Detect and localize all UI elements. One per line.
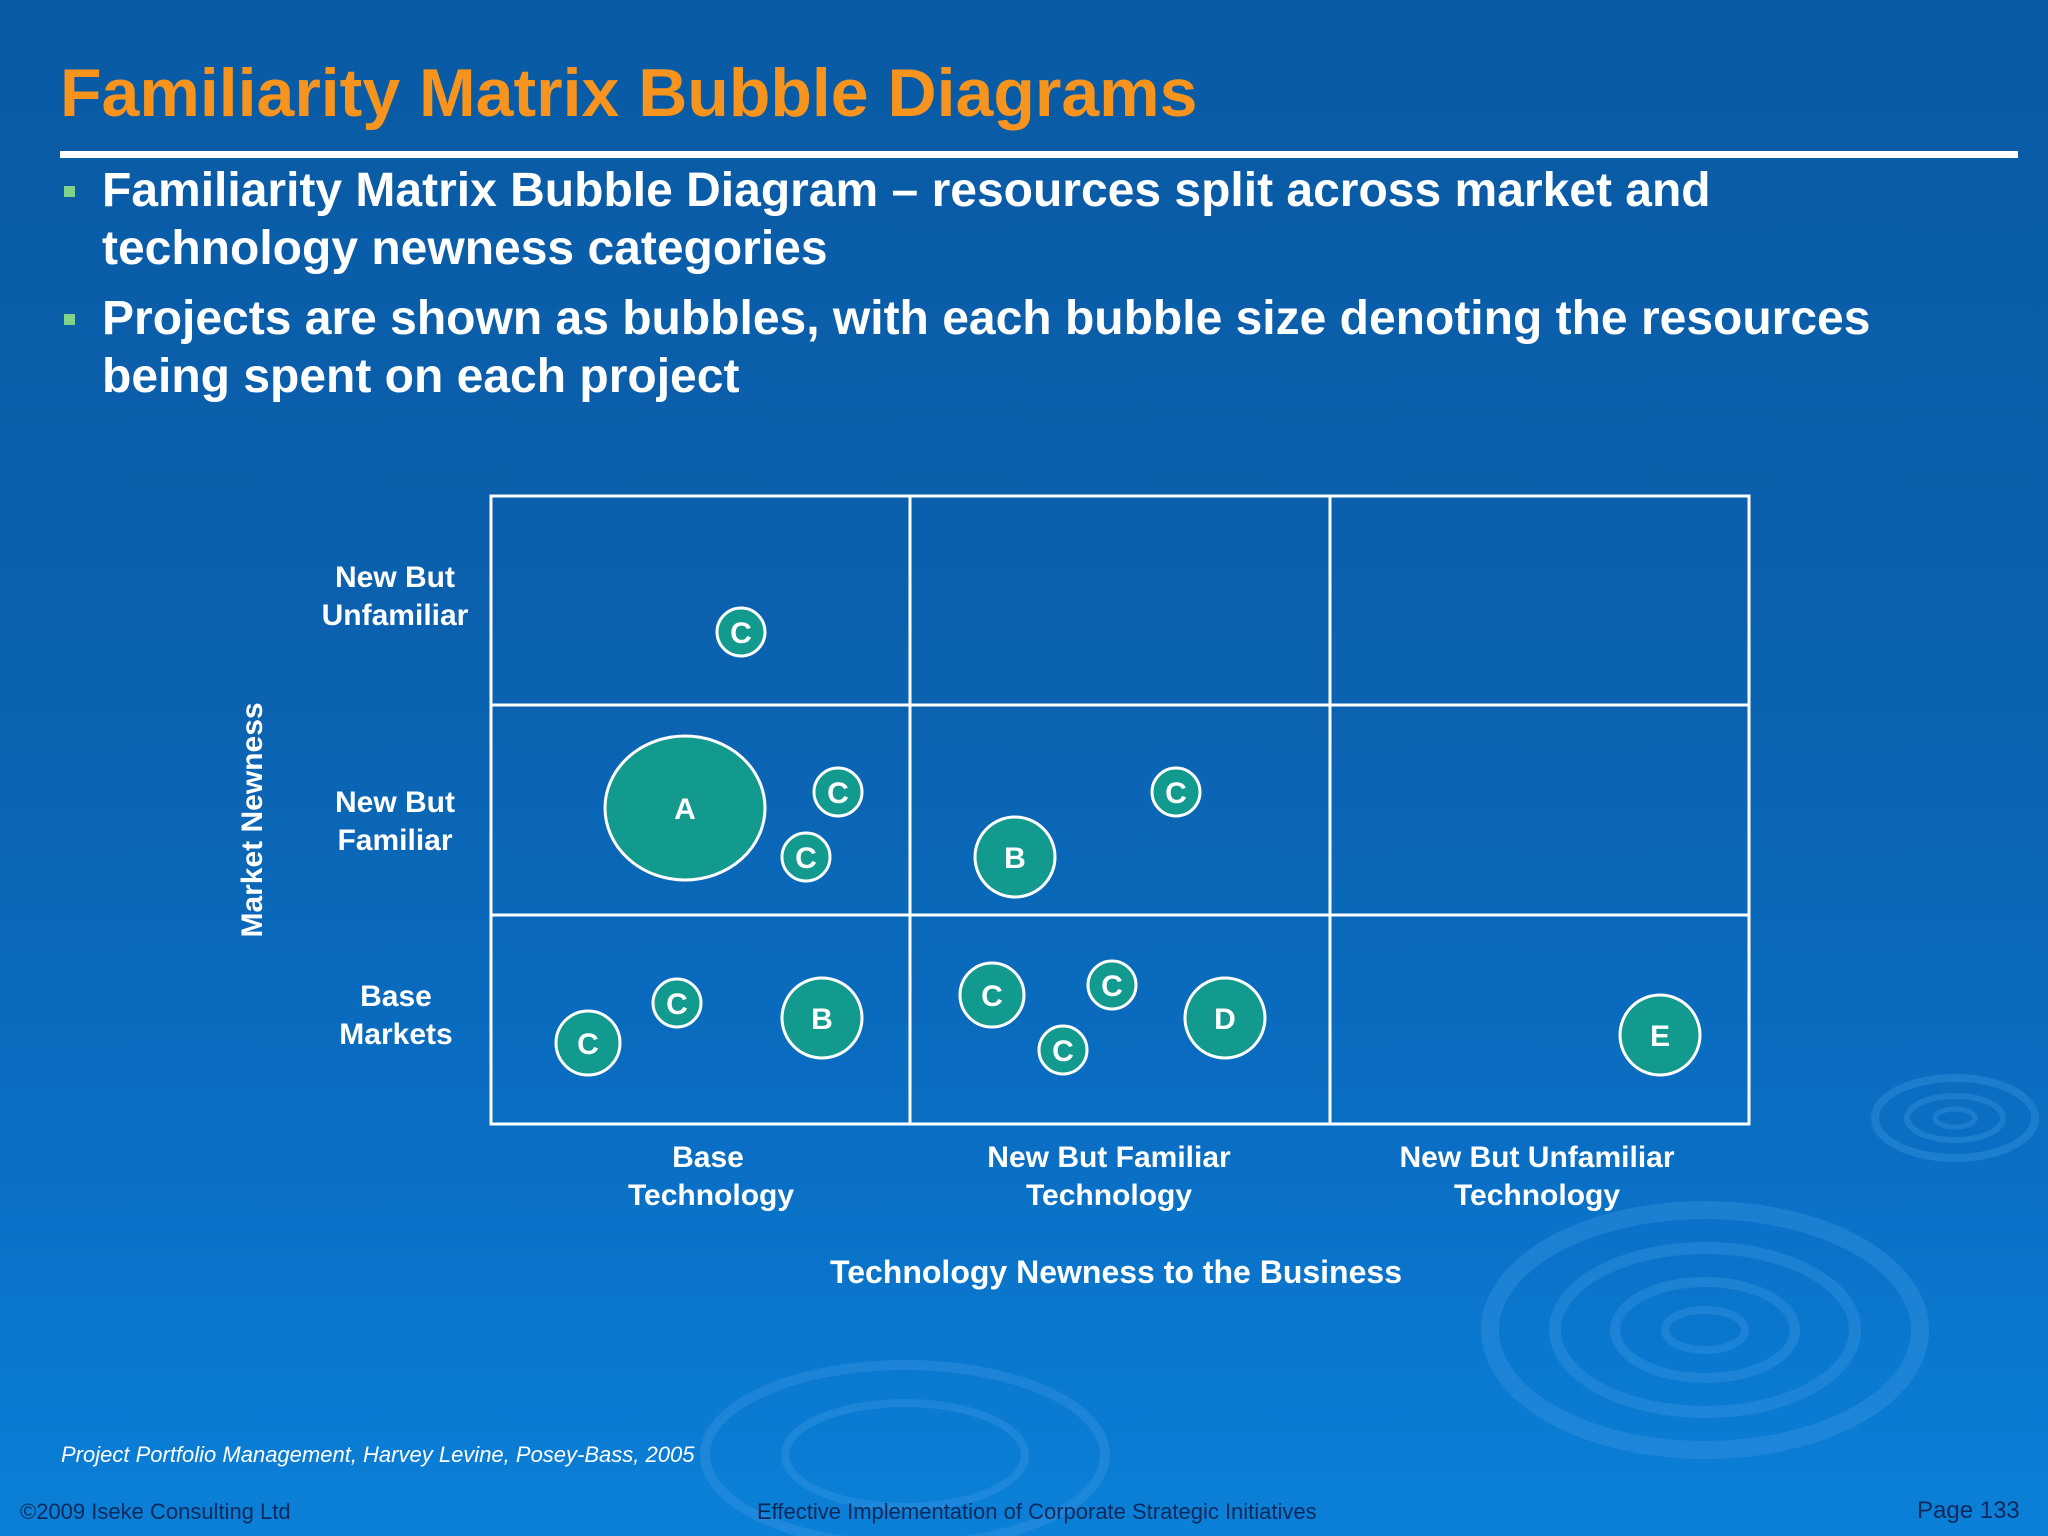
footer-copyright: ©2009 Iseke Consulting Ltd	[20, 1499, 291, 1524]
row-label-line: Markets	[339, 1018, 452, 1051]
project-bubble: C	[780, 831, 832, 883]
bubble-shape	[1618, 993, 1702, 1077]
bubble-label: B	[811, 1003, 833, 1036]
bubble-shape	[780, 831, 832, 883]
row-label-line: Unfamiliar	[322, 599, 469, 632]
bullet-text: Familiarity Matrix Bubble Diagram – reso…	[102, 164, 1711, 275]
source-citation: Project Portfolio Management, Harvey Lev…	[61, 1442, 695, 1467]
bubble-label: C	[827, 777, 849, 810]
x-axis-title: Technology Newness to the Business	[830, 1254, 1402, 1290]
bubble-label: C	[1101, 970, 1123, 1003]
footer-presentation-title: Effective Implementation of Corporate St…	[757, 1499, 1317, 1524]
footer-page-number: Page 133	[1917, 1497, 2020, 1524]
project-bubble: B	[780, 976, 864, 1060]
column-label-line: Technology	[628, 1179, 794, 1212]
bubble-shape	[554, 1009, 622, 1077]
bubble-label: C	[577, 1028, 599, 1061]
bubble-label: E	[1650, 1020, 1670, 1053]
project-bubble: C	[1086, 959, 1138, 1011]
column-label-line: Technology	[1026, 1179, 1192, 1212]
bubble-label: B	[1004, 842, 1026, 875]
bullet-list: Familiarity Matrix Bubble Diagram – reso…	[60, 162, 1960, 418]
row-label-line: New But	[335, 786, 455, 819]
row-label-line: Familiar	[337, 824, 452, 857]
bullet-item: Familiarity Matrix Bubble Diagram – reso…	[60, 162, 1960, 278]
bubble-label: C	[666, 988, 688, 1021]
bullet-square-icon	[64, 186, 75, 197]
bubble-label: C	[1165, 777, 1187, 810]
bubble-label: C	[730, 617, 752, 650]
row-label-line: New But	[335, 561, 455, 594]
bubble-shape	[958, 961, 1026, 1029]
bubble-shape	[1150, 766, 1202, 818]
bubble-label: C	[795, 842, 817, 875]
project-bubble: C	[1037, 1024, 1089, 1076]
title-underline	[60, 151, 2018, 158]
project-bubble: B	[973, 815, 1057, 899]
column-label-line: New But Unfamiliar	[1399, 1141, 1674, 1174]
bubble-shape	[1037, 1024, 1089, 1076]
bubble-label: C	[1052, 1035, 1074, 1068]
bubble-shape	[812, 766, 864, 818]
bubble-shape	[780, 976, 864, 1060]
bubble-shape	[715, 606, 767, 658]
row-labels: New But Unfamiliar New But Familiar Base…	[322, 561, 469, 1051]
project-bubble: D	[1183, 976, 1267, 1060]
project-bubble: E	[1618, 993, 1702, 1077]
bubble-label: D	[1214, 1003, 1236, 1036]
bullet-text: Projects are shown as bubbles, with each…	[102, 292, 1871, 403]
bubble-label: A	[674, 793, 696, 826]
column-labels: Base Technology New But Familiar Technol…	[628, 1141, 1675, 1212]
project-bubble: A	[603, 734, 767, 882]
row-label-line: Base	[360, 980, 432, 1013]
bubble-shape	[1183, 976, 1267, 1060]
bullet-square-icon	[64, 314, 75, 325]
y-axis-title: Market Newness	[236, 702, 269, 937]
bubble-label: C	[981, 980, 1003, 1013]
bubble-shape	[603, 734, 767, 882]
project-bubble: C	[812, 766, 864, 818]
bubble-shape	[1086, 959, 1138, 1011]
column-label-line: New But Familiar	[987, 1141, 1231, 1174]
matrix-grid	[489, 494, 1751, 1126]
project-bubble: C	[554, 1009, 622, 1077]
project-bubble: C	[958, 961, 1026, 1029]
bubble-shape	[651, 977, 703, 1029]
column-label-line: Base	[672, 1141, 744, 1174]
bullet-item: Projects are shown as bubbles, with each…	[60, 290, 1960, 406]
project-bubble: C	[1150, 766, 1202, 818]
project-bubble: C	[651, 977, 703, 1029]
page-title: Familiarity Matrix Bubble Diagrams	[60, 55, 1198, 131]
bubble-shape	[973, 815, 1057, 899]
project-bubble: C	[715, 606, 767, 658]
column-label-line: Technology	[1454, 1179, 1620, 1212]
